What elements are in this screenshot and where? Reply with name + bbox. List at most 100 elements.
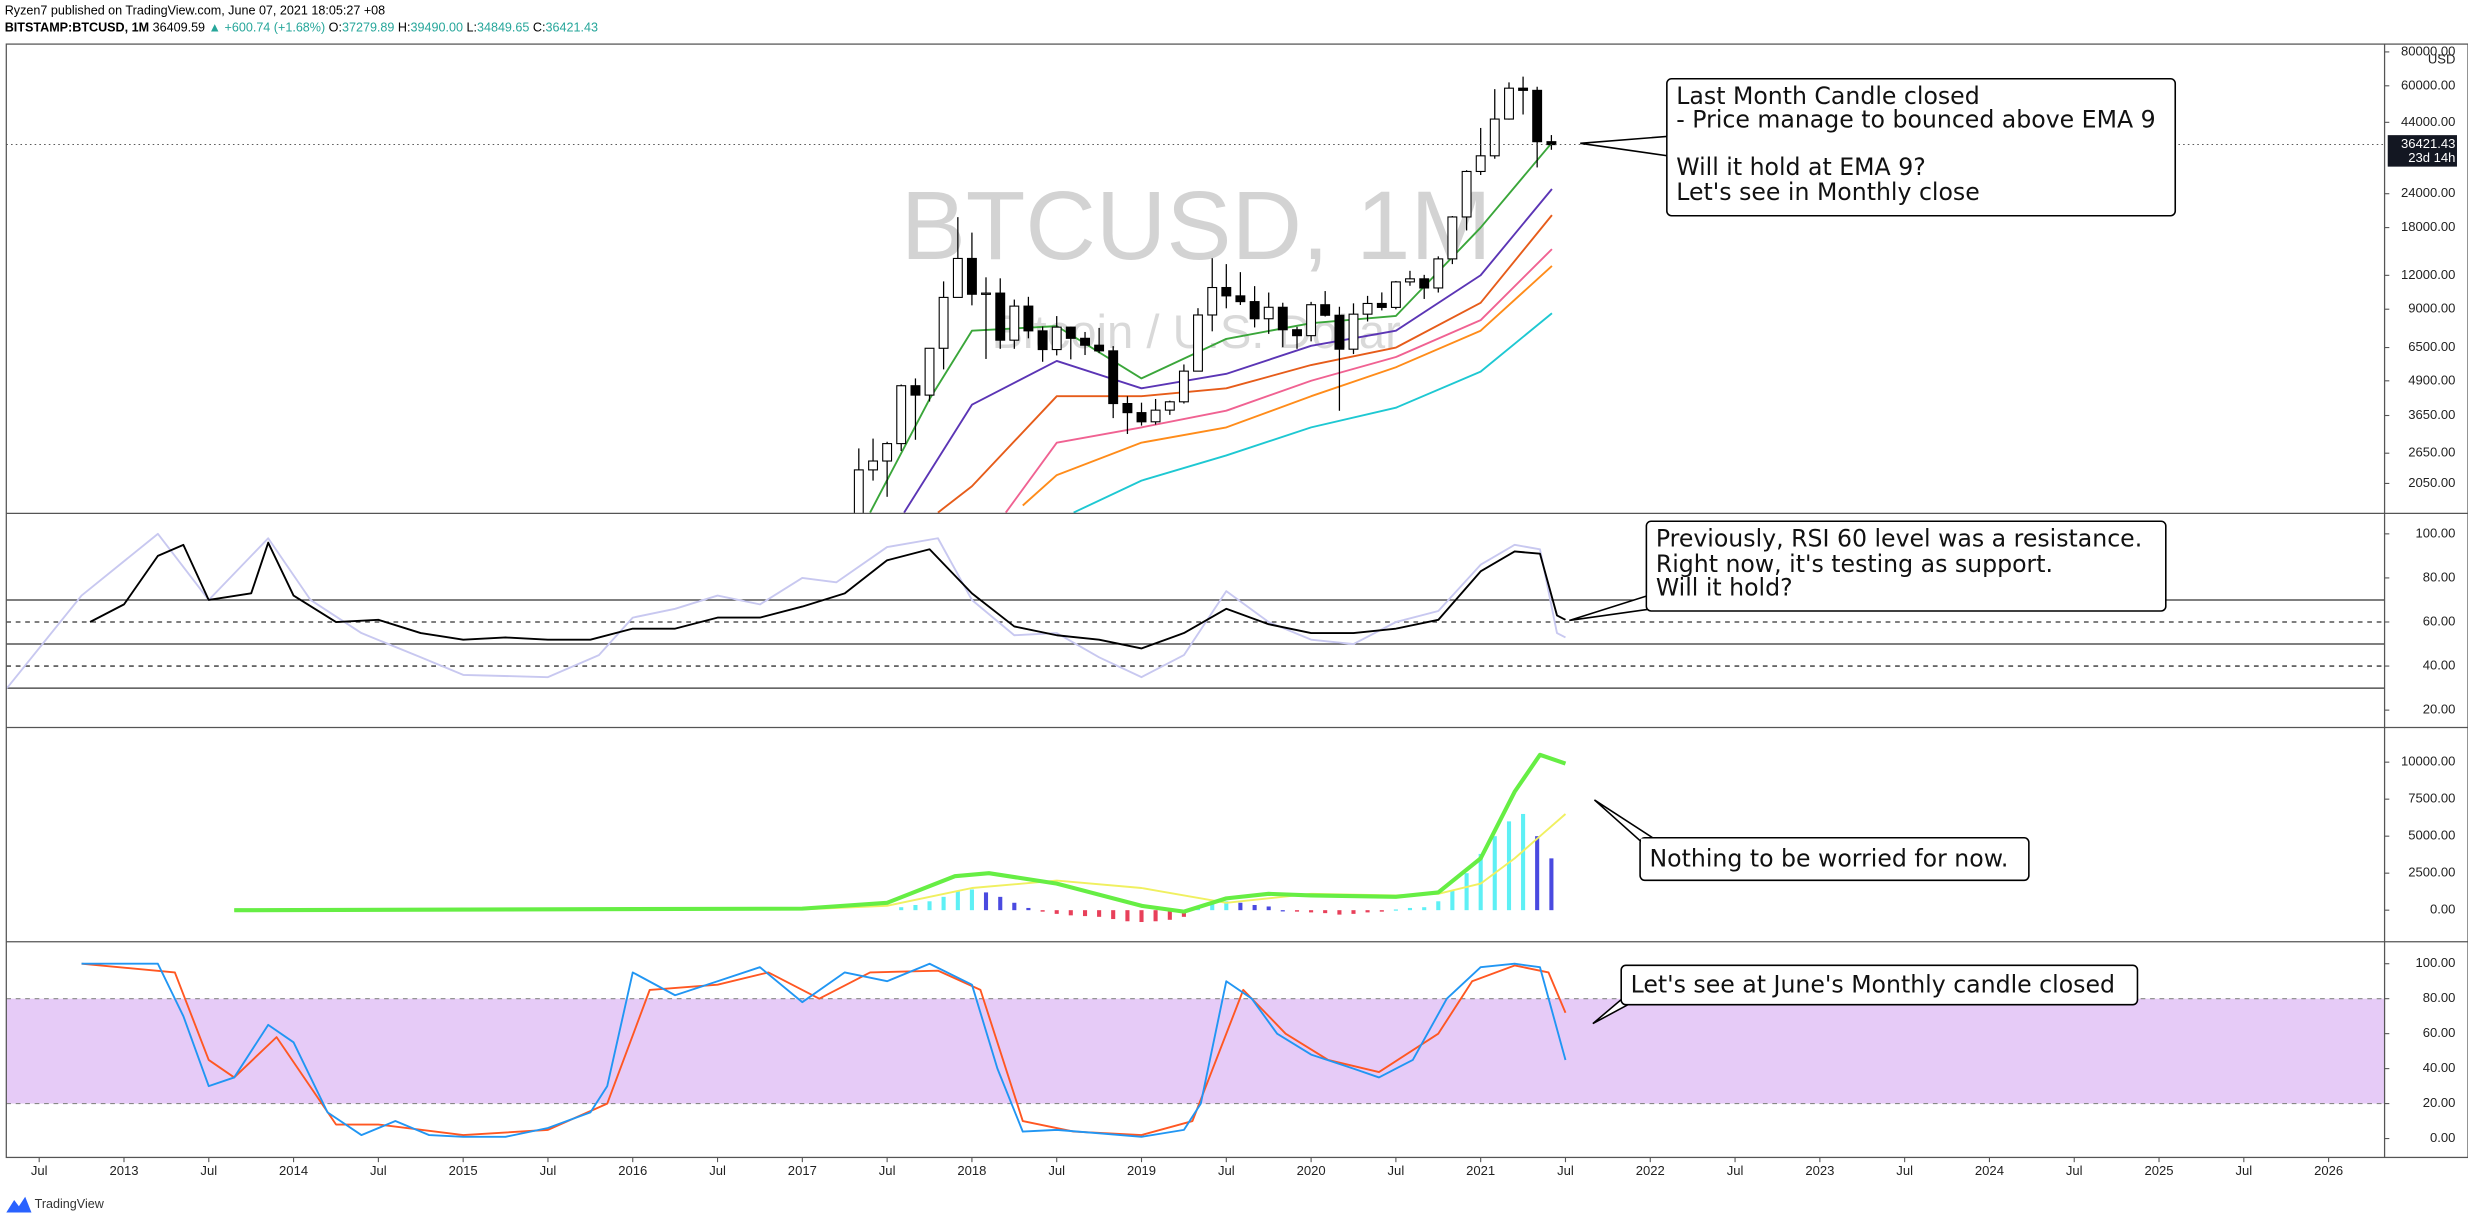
x-tick-label: 2019 <box>1127 1163 1156 1178</box>
candle-body <box>995 292 1006 341</box>
line <box>937 214 1553 514</box>
annotation: Will it hold at EMA 9? <box>1676 153 1925 181</box>
candle-body <box>1193 314 1203 372</box>
histogram-bar <box>1238 902 1243 911</box>
watermark: BTCUSD, 1M <box>901 171 1492 280</box>
callout-pointer <box>1580 134 1681 159</box>
candle-body <box>1348 313 1359 350</box>
line <box>89 541 1566 650</box>
candle-body <box>896 385 907 445</box>
histogram-bar <box>1139 910 1144 923</box>
y-tick-label: 44000.00 <box>2401 114 2455 129</box>
histogram-bar <box>1068 910 1073 916</box>
histogram-bar <box>1082 910 1088 917</box>
candle-body <box>981 292 991 295</box>
close: 36421.43 <box>546 21 598 35</box>
x-tick-label: Jul <box>540 1163 557 1178</box>
candle-body <box>910 385 921 396</box>
candle-body <box>1023 305 1034 332</box>
x-tick-label: 2016 <box>618 1163 647 1178</box>
publisher: Ryzen7 published on TradingView.com, Jun… <box>5 3 385 17</box>
c-label: C: <box>533 21 546 35</box>
y-tick-label: 80.00 <box>2423 990 2456 1005</box>
histogram-bar <box>1351 910 1356 914</box>
x-tick-label: Jul <box>370 1163 387 1178</box>
candle-body <box>1405 278 1415 283</box>
histogram-bar <box>1266 906 1271 911</box>
x-tick-label: 2021 <box>1466 1163 1495 1178</box>
x-tick-label: Jul <box>1218 1163 1235 1178</box>
y-tick-label: 9000.00 <box>2408 301 2455 316</box>
candle-body <box>1235 295 1246 303</box>
candle-body <box>1277 306 1288 331</box>
histogram-bar <box>998 896 1003 911</box>
y-tick-label: 5000.00 <box>2408 828 2455 843</box>
callout-seam <box>1641 838 1646 852</box>
x-tick-label: 2015 <box>449 1163 478 1178</box>
histogram-bar <box>1224 901 1229 911</box>
histogram-bar <box>1549 858 1554 911</box>
histogram-bar <box>1422 907 1427 911</box>
x-tick-label: Jul <box>1896 1163 1913 1178</box>
histogram-bar <box>1309 910 1314 913</box>
histogram-bar <box>1280 910 1285 912</box>
candle-body <box>1475 155 1486 173</box>
y-tick-label: 60.00 <box>2423 613 2456 628</box>
x-tick-label: 2013 <box>109 1163 138 1178</box>
candle-body <box>1376 302 1387 308</box>
callout-seam <box>1647 592 1653 608</box>
candle-body <box>840 533 849 559</box>
candle-body <box>1390 281 1401 308</box>
annotation: Let's see in Monthly close <box>1676 178 1979 206</box>
y-tick-label: 7500.00 <box>2408 791 2455 806</box>
l-label: L: <box>466 21 476 35</box>
y-tick-label: 12000.00 <box>2401 267 2455 282</box>
y-tick-label: 2500.00 <box>2408 865 2455 880</box>
y-tick-label: 80000.00 <box>2401 43 2455 58</box>
callout-seam <box>1667 136 1673 157</box>
histogram-bar <box>927 901 932 911</box>
histogram-bar <box>1506 821 1512 911</box>
candle-body <box>966 257 977 295</box>
histogram-bar <box>969 889 974 911</box>
callout-seam <box>1622 989 1627 1001</box>
candle-body <box>1362 302 1373 315</box>
x-tick-label: Jul <box>2066 1163 2083 1178</box>
last-price-tag <box>2387 135 2457 167</box>
y-tick-label: 10000.00 <box>2401 754 2455 769</box>
x-tick-label: 2022 <box>1636 1163 1665 1178</box>
candle-body <box>882 443 893 462</box>
callout-box <box>1639 836 2030 882</box>
currency: USD <box>2428 51 2456 66</box>
line <box>1022 265 1553 507</box>
y-tick-label: 6500.00 <box>2408 339 2455 354</box>
candle-body <box>1249 301 1260 320</box>
x-tick-label: Jul <box>200 1163 217 1178</box>
histogram-bar <box>1337 910 1342 915</box>
y-tick-label: 0.00 <box>2430 1130 2455 1145</box>
candle-body <box>1150 409 1161 423</box>
histogram-bar <box>1393 909 1398 911</box>
y-tick-label: 3650.00 <box>2408 407 2455 422</box>
frame <box>5 43 2468 1159</box>
x-tick-label: 2026 <box>2314 1163 2343 1178</box>
histogram-bar <box>1450 890 1455 911</box>
candle-body <box>1122 402 1133 414</box>
candle-body <box>1419 278 1430 289</box>
price: 36409.59 <box>153 21 205 35</box>
histogram-bar <box>1195 908 1201 911</box>
y-tick-label: 2050.00 <box>2408 475 2455 490</box>
candle-body <box>1207 286 1218 316</box>
line <box>81 962 1567 1138</box>
histogram-bar <box>955 890 960 911</box>
x-tick-label: 2017 <box>788 1163 817 1178</box>
candle-body <box>1518 87 1529 91</box>
low: 34849.65 <box>477 21 529 35</box>
last-price-label: 36421.43 <box>2401 136 2455 151</box>
candle-body <box>1320 304 1331 316</box>
histogram-bar <box>1153 910 1158 922</box>
candle-body <box>1051 326 1062 351</box>
y-tick-label: 18000.00 <box>2401 219 2455 234</box>
candle-body <box>1263 306 1274 320</box>
histogram-bar <box>1111 910 1116 920</box>
